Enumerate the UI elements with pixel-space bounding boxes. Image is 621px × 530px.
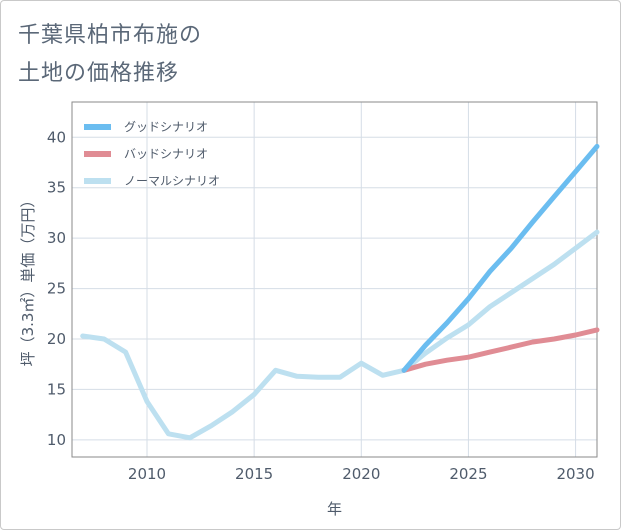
plot-area [71, 101, 598, 458]
series-line [80, 229, 600, 441]
y-tick-labels: 10 15 20 25 30 35 40 [47, 128, 66, 449]
x-tick-label: 2030 [556, 465, 594, 483]
chart-title-line2: 土地の価格推移 [18, 61, 180, 86]
x-tick-label: 2020 [342, 465, 380, 483]
legend-label: グッドシナリオ [124, 120, 208, 134]
legend-label: バッドシナリオ [124, 147, 208, 161]
legend-label: ノーマルシナリオ [124, 174, 220, 188]
series-line [401, 327, 600, 373]
x-tick-label: 2015 [235, 465, 273, 483]
y-tick-label: 20 [47, 330, 66, 348]
y-tick-label: 25 [47, 280, 66, 298]
x-tick-labels: 2010 2015 2020 2025 2030 [128, 465, 595, 483]
series-lines [80, 143, 600, 441]
x-tick-label: 2010 [128, 465, 166, 483]
y-tick-label: 40 [47, 128, 66, 146]
x-axis-label: 年 [327, 500, 342, 518]
y-axis-label: 坪（3.3㎡）単価（万円） [19, 193, 37, 367]
x-tick-label: 2025 [449, 465, 487, 483]
chart-title-line1: 千葉県柏市布施の [18, 23, 203, 48]
y-tick-label: 35 [47, 179, 66, 197]
series-line [401, 143, 600, 373]
y-tick-label: 10 [47, 431, 66, 449]
y-tick-label: 30 [47, 229, 66, 247]
y-tick-label: 15 [47, 380, 66, 398]
